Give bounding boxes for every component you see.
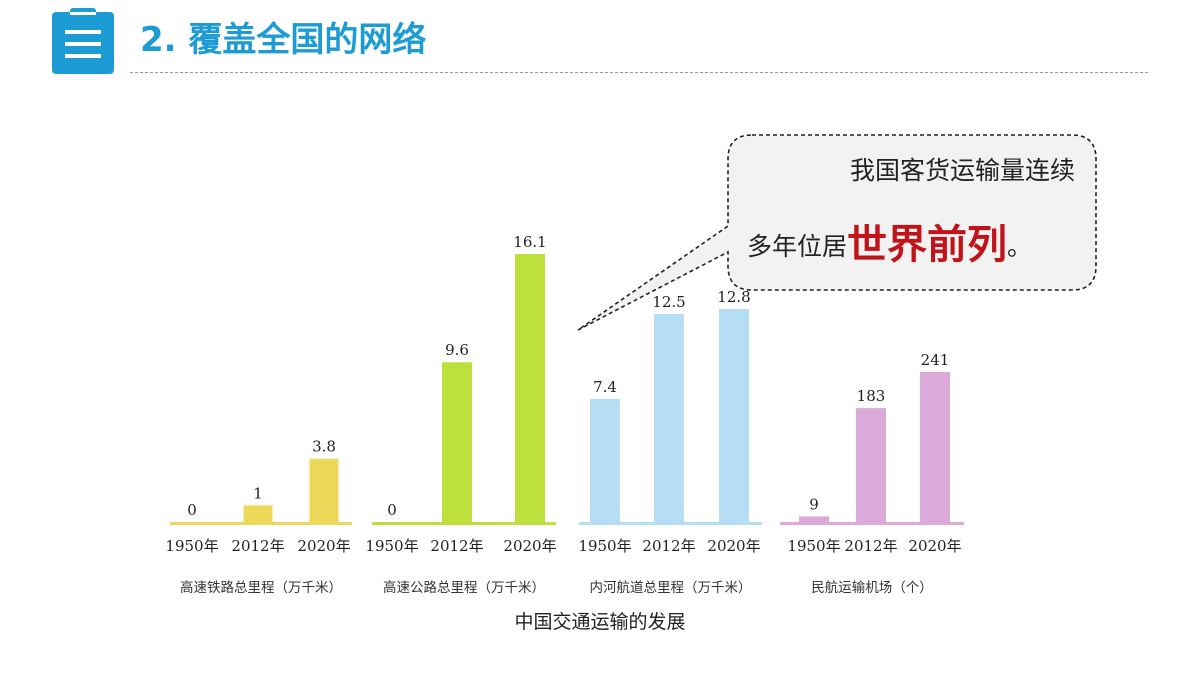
slide-title: 2. 覆盖全国的网络 [140,20,427,60]
x-tick-label: 2012年 [231,537,284,555]
data-label: 0 [387,501,397,519]
bar [515,254,545,522]
bar [799,516,829,522]
group-label: 民航运输机场（个） [811,580,933,596]
bar [309,458,339,522]
callout-line-2: 多年位居世界前列。 [747,220,1032,272]
callout-prefix: 多年位居 [747,232,848,261]
data-label: 241 [921,351,950,369]
group-label: 内河航道总里程（万千米） [590,580,752,596]
x-tick-label: 2020年 [503,537,556,555]
chart-caption: 中国交通运输的发展 [514,611,685,633]
callout-line-1: 我国客货运输量连续 [849,156,1075,185]
group-label: 高速铁路总里程（万千米） [180,579,342,596]
callout-suffix: 。 [1007,232,1033,261]
x-tick-label: 1950年 [165,537,218,555]
x-tick-label: 2012年 [642,537,695,555]
x-tick-label: 2012年 [430,537,483,555]
data-label: 3.8 [312,438,336,456]
data-label: 9.6 [445,341,469,359]
callout-text: 我国客货运输量连续 多年位居世界前列。 [735,142,1085,282]
data-label: 12.8 [717,288,750,306]
bar [442,362,472,522]
header-divider [130,72,1148,73]
x-tick-label: 2020年 [297,537,350,555]
bar [920,372,950,522]
bar [719,309,749,522]
x-tick-label: 1950年 [787,537,840,555]
data-label: 7.4 [593,378,617,396]
bar [590,398,620,522]
group-label: 高速公路总里程（万千米） [383,579,545,596]
x-tick-label: 2012年 [844,537,897,555]
x-tick-label: 2020年 [707,537,760,555]
callout-bubble [577,134,1097,331]
x-tick-label: 1950年 [578,537,631,555]
data-label: 183 [857,387,886,405]
callout-emphasis: 世界前列 [847,221,1008,268]
x-tick-label: 2020年 [908,537,961,555]
data-label: 9 [809,495,819,513]
data-label: 12.5 [652,293,685,311]
data-label: 0 [187,501,197,519]
data-label: 1 [253,484,263,502]
bar [856,408,886,522]
bar [243,505,273,522]
clipboard-list-icon [52,8,114,74]
data-label: 16.1 [513,233,546,251]
x-tick-label: 1950年 [365,537,418,555]
bar [654,313,684,522]
